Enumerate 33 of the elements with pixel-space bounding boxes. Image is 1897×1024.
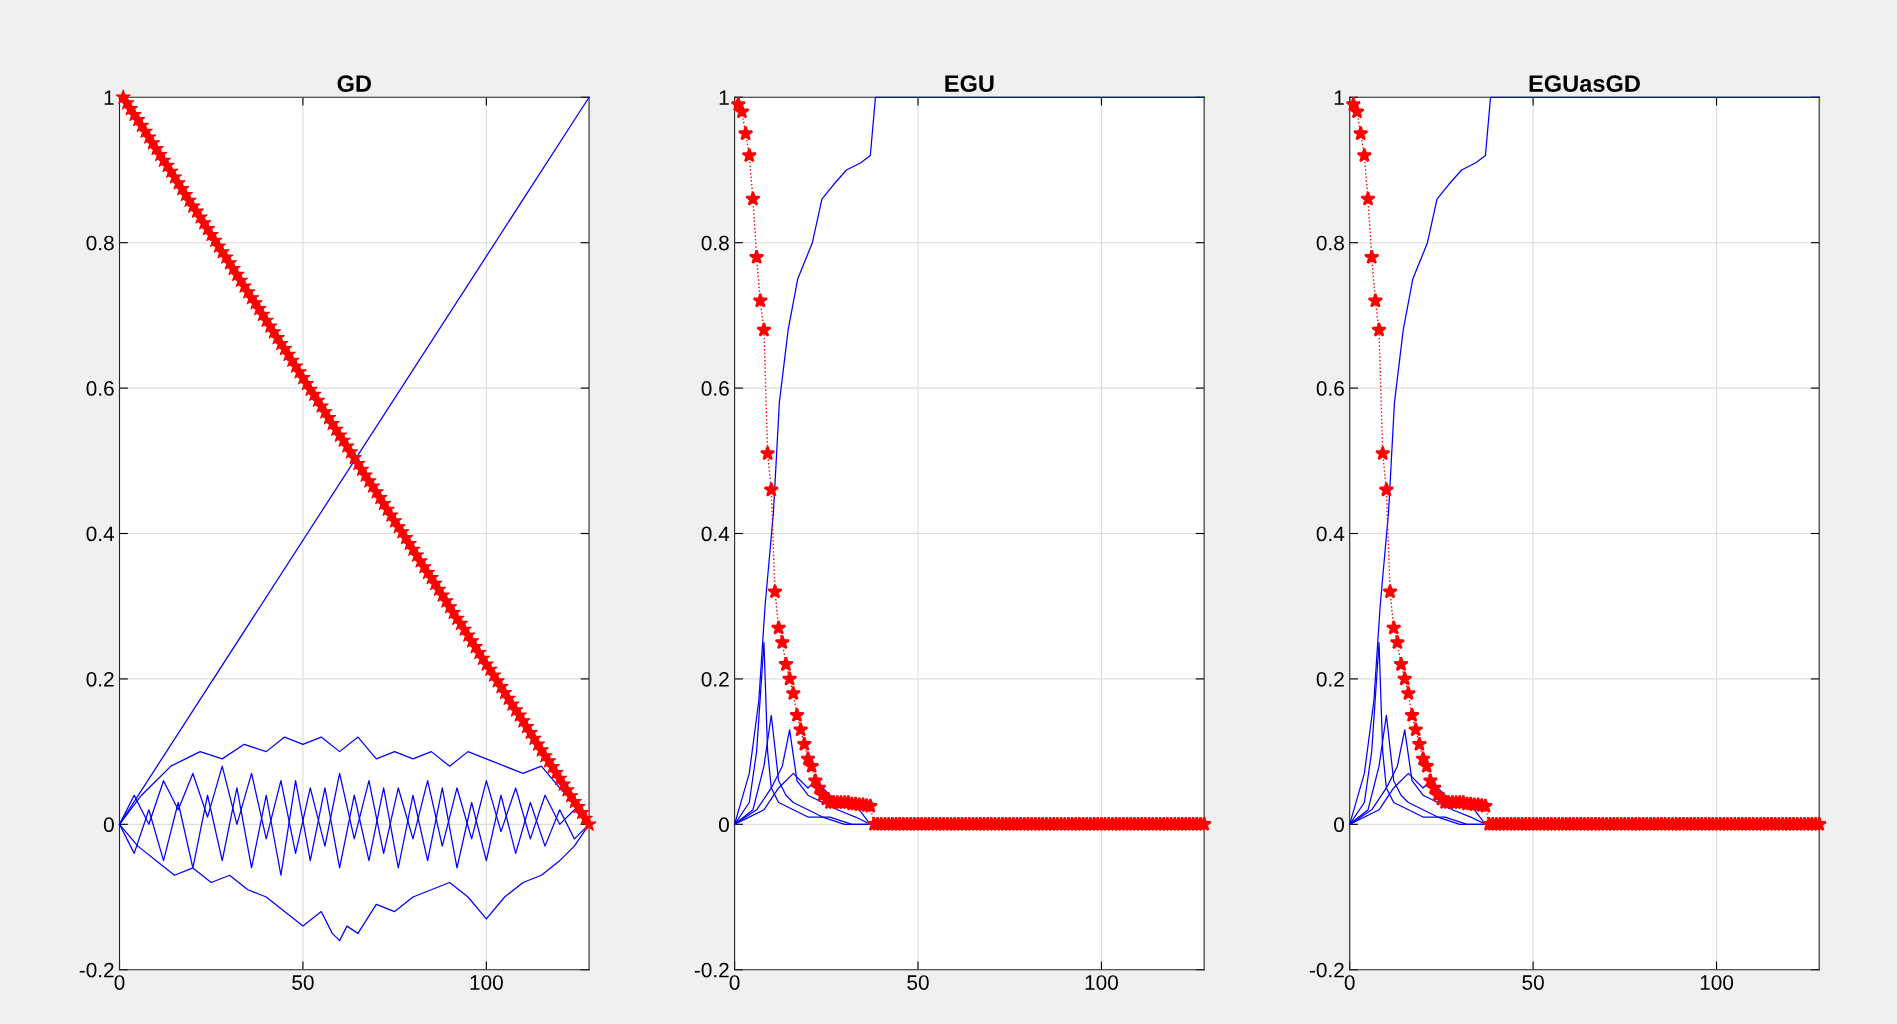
- y-tick-label: 0.8: [1316, 235, 1344, 251]
- y-tick-label: -0.2: [694, 962, 729, 978]
- y-tick-label: 0.4: [701, 526, 730, 542]
- y-tick-label: 0.4: [86, 526, 115, 542]
- x-tick-label: 100: [1085, 975, 1118, 990]
- y-tick-label: 0: [1334, 817, 1345, 833]
- x-tick-label: 100: [470, 975, 503, 990]
- y-tick-label: 1: [1334, 90, 1344, 105]
- x-tick-label: 0: [729, 975, 740, 990]
- y-tick-label: 1: [104, 90, 114, 105]
- y-tick-label: 0.8: [86, 235, 114, 251]
- y-tick-label: 0: [718, 817, 729, 833]
- x-tick-label: 50: [292, 975, 314, 990]
- x-tick-label: 0: [1344, 975, 1355, 990]
- y-tick-label: -0.2: [1309, 962, 1344, 978]
- y-tick-label: 1: [719, 90, 729, 105]
- x-tick-label: 100: [1700, 975, 1734, 990]
- chart-title: GD: [337, 75, 371, 92]
- y-tick-label: -0.2: [79, 962, 114, 978]
- y-tick-label: 0: [103, 817, 114, 833]
- y-tick-label: 0.6: [1316, 381, 1344, 396]
- y-tick-label: 0.8: [701, 235, 729, 251]
- y-tick-label: 0.2: [1316, 671, 1344, 687]
- chart-title: EGUasGD: [1529, 75, 1640, 92]
- y-tick-label: 0.4: [1316, 526, 1345, 542]
- chart-title: EGU: [945, 75, 994, 92]
- x-tick-label: 50: [1522, 975, 1544, 990]
- y-tick-label: 0.6: [86, 381, 114, 396]
- y-tick-label: 0.6: [701, 381, 729, 396]
- x-tick-label: 0: [114, 975, 125, 990]
- y-tick-label: 0.2: [86, 671, 114, 687]
- y-tick-label: 0.2: [701, 671, 729, 687]
- x-tick-label: 50: [907, 975, 929, 990]
